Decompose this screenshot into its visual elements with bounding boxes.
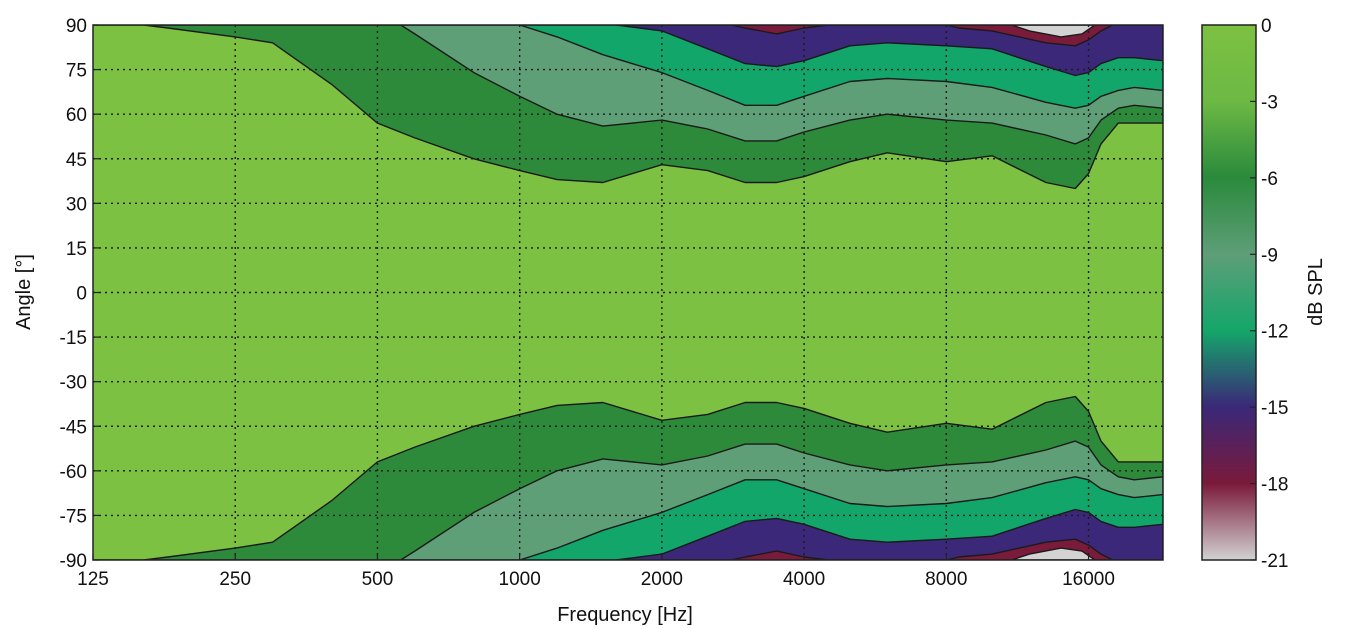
y-axis-ticks: 90 75 60 45 30 15 0 -15 -30 -45 -60 -75 -90 [60, 16, 99, 572]
y-tick-label: 15 [66, 239, 87, 260]
y-tick-label: -15 [60, 328, 87, 349]
x-tick-label: 16000 [1062, 569, 1115, 590]
colorbar-tick-label: 0 [1261, 16, 1272, 37]
colorbar-label: dB SPL [1305, 258, 1327, 326]
colorbar-tick-label: -21 [1261, 551, 1288, 572]
x-tick-label: 1000 [499, 569, 541, 590]
contour-band-upper-5 [1011, 25, 1096, 38]
y-tick-label: -45 [60, 417, 87, 438]
y-tick-label: 90 [66, 16, 87, 37]
x-tick-label: 2000 [641, 569, 683, 590]
x-tick-label: 4000 [783, 569, 825, 590]
plot-grid [93, 25, 1163, 560]
y-tick-label: -90 [60, 551, 87, 572]
x-axis-ticks: 125 250 500 1000 2000 4000 8000 16000 [77, 554, 1115, 590]
y-tick-label: 45 [66, 150, 87, 171]
y-tick-label: -60 [60, 462, 87, 483]
y-tick-label: -30 [60, 373, 87, 394]
contour-band-lower-4 [730, 538, 1114, 560]
contour-band-lower-5 [1011, 547, 1096, 560]
y-tick-label: 60 [66, 105, 87, 126]
colorbar-tick-label: -15 [1261, 398, 1288, 419]
y-tick-label: 30 [66, 194, 87, 215]
colorbar-tick-label: -6 [1261, 169, 1278, 190]
colorbar-tick-label: -3 [1261, 92, 1278, 113]
y-tick-label: 0 [76, 284, 87, 305]
x-tick-label: 500 [362, 569, 394, 590]
colorbar-ticks: 0 -3 -6 -9 -12 -15 -18 -21 [1250, 16, 1288, 572]
y-axis-label: Angle [°] [13, 254, 35, 330]
x-tick-label: 8000 [925, 569, 967, 590]
x-axis-label: Frequency [Hz] [557, 604, 693, 626]
x-tick-label: 250 [219, 569, 251, 590]
x-tick-label: 125 [77, 569, 109, 590]
colorbar-tick-label: -12 [1261, 322, 1288, 343]
colorbar-tick-label: -9 [1261, 245, 1278, 266]
colorbar [1201, 24, 1257, 561]
y-tick-label: 75 [66, 61, 87, 82]
y-tick-label: -75 [60, 506, 87, 527]
colorbar-tick-label: -18 [1261, 475, 1288, 496]
contour-band-upper-4 [730, 25, 1114, 47]
contour-bands [93, 25, 1163, 560]
